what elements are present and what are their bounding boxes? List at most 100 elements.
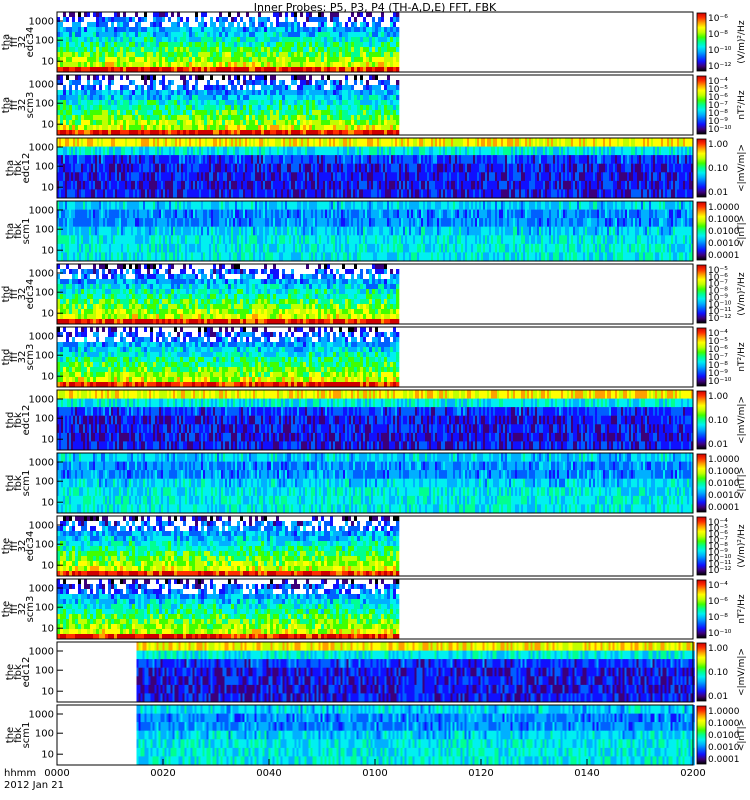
heatmap-cell: [591, 155, 593, 164]
heatmap-cell: [407, 138, 409, 147]
heatmap-cell: [679, 172, 681, 181]
heatmap-cell: [137, 164, 139, 173]
heatmap-cell: [309, 52, 312, 57]
heatmap-cell: [141, 80, 144, 85]
heatmap-cell: [66, 27, 69, 32]
heatmap-cell: [509, 172, 511, 181]
heatmap-cell: [201, 52, 204, 57]
heatmap-cell: [300, 62, 303, 67]
heatmap-cell: [75, 110, 78, 115]
heatmap-cell: [75, 90, 78, 95]
heatmap-cell: [84, 105, 87, 110]
heatmap-cell: [183, 164, 185, 173]
heatmap-cell: [115, 155, 117, 164]
heatmap-cell: [275, 181, 277, 190]
heatmap-cell: [78, 75, 81, 80]
heatmap-cell: [381, 125, 384, 130]
heatmap-cell: [204, 115, 207, 120]
heatmap-cell: [681, 181, 683, 190]
heatmap-cell: [129, 42, 132, 47]
heatmap-cell: [294, 32, 297, 37]
heatmap-cell: [150, 22, 153, 27]
heatmap-cell: [589, 164, 591, 173]
heatmap-cell: [243, 27, 246, 32]
heatmap-cell: [282, 32, 285, 37]
heatmap-cell: [252, 120, 255, 125]
heatmap-cell: [325, 138, 327, 147]
heatmap-cell: [342, 85, 345, 90]
heatmap-cell: [234, 17, 237, 22]
heatmap-cell: [123, 42, 126, 47]
heatmap-cell: [477, 164, 479, 173]
heatmap-cell: [117, 52, 120, 57]
heatmap-cell: [105, 47, 108, 52]
heatmap-cell: [138, 105, 141, 110]
heatmap-cell: [300, 32, 303, 37]
heatmap-cell: [372, 57, 375, 62]
heatmap-cell: [263, 155, 265, 164]
heatmap-cell: [309, 57, 312, 62]
heatmap-cell: [114, 115, 117, 120]
heatmap-cell: [291, 32, 294, 37]
heatmap-cell: [525, 181, 527, 190]
heatmap-cell: [221, 164, 223, 173]
heatmap-cell: [183, 12, 186, 17]
heatmap-cell: [431, 189, 433, 198]
heatmap-cell: [165, 125, 168, 130]
heatmap-cell: [71, 138, 73, 147]
heatmap-cell: [447, 172, 449, 181]
heatmap-cell: [138, 52, 141, 57]
heatmap-cell: [60, 17, 63, 22]
heatmap-cell: [647, 138, 649, 147]
heatmap-cell: [210, 75, 213, 80]
heatmap-cell: [589, 147, 591, 156]
heatmap-cell: [465, 172, 467, 181]
heatmap-cell: [63, 22, 66, 27]
heatmap-cell: [161, 147, 163, 156]
heatmap-cell: [287, 189, 289, 198]
heatmap-cell: [81, 75, 84, 80]
heatmap-cell: [165, 155, 167, 164]
heatmap-cell: [207, 17, 210, 22]
heatmap-cell: [191, 181, 193, 190]
heatmap-cell: [241, 164, 243, 173]
heatmap-cell: [78, 42, 81, 47]
heatmap-cell: [165, 75, 168, 80]
heatmap-cell: [111, 155, 113, 164]
heatmap-cell: [387, 42, 390, 47]
heatmap-cell: [285, 164, 287, 173]
heatmap-cell: [186, 57, 189, 62]
heatmap-cell: [175, 147, 177, 156]
heatmap-cell: [579, 189, 581, 198]
heatmap-cell: [309, 17, 312, 22]
heatmap-cell: [135, 22, 138, 27]
heatmap-cell: [607, 189, 609, 198]
heatmap-cell: [447, 181, 449, 190]
heatmap-cell: [213, 115, 216, 120]
heatmap-cell: [461, 155, 463, 164]
heatmap-cell: [429, 138, 431, 147]
heatmap-cell: [497, 155, 499, 164]
heatmap-cell: [531, 147, 533, 156]
heatmap-cell: [63, 42, 66, 47]
heatmap-cell: [509, 155, 511, 164]
heatmap-cell: [635, 147, 637, 156]
heatmap-cell: [165, 120, 168, 125]
heatmap-cell: [587, 181, 589, 190]
heatmap-cell: [519, 172, 521, 181]
heatmap-cell: [291, 80, 294, 85]
heatmap-cell: [269, 181, 271, 190]
heatmap-cell: [69, 100, 72, 105]
heatmap-cell: [117, 115, 120, 120]
heatmap-cell: [297, 115, 300, 120]
heatmap-cell: [219, 42, 222, 47]
heatmap-cell: [93, 181, 95, 190]
heatmap-cell: [369, 95, 372, 100]
heatmap-cell: [655, 155, 657, 164]
heatmap-cell: [105, 12, 108, 17]
heatmap-cell: [255, 62, 258, 67]
heatmap-cell: [201, 189, 203, 198]
heatmap-cell: [257, 155, 259, 164]
heatmap-cell: [571, 189, 573, 198]
heatmap-cell: [99, 90, 102, 95]
